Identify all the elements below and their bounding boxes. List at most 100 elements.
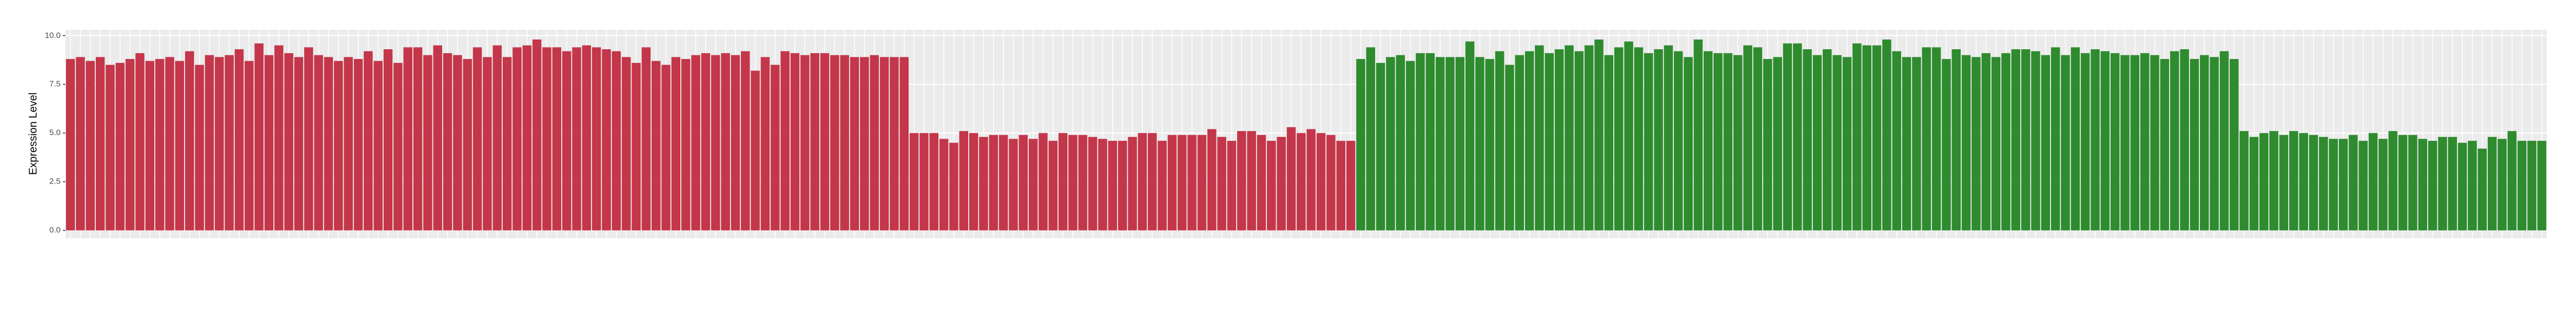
bar — [502, 57, 512, 231]
bar — [2457, 142, 2467, 231]
bar — [810, 53, 819, 231]
bar — [1664, 45, 1673, 231]
bar — [1495, 51, 1504, 231]
bar — [106, 64, 115, 231]
bar — [1614, 47, 1624, 231]
bar — [1594, 39, 1604, 231]
y-tick-label: 2.5 — [49, 177, 61, 186]
bar — [1316, 133, 1326, 231]
bar — [701, 53, 711, 231]
bar — [1128, 136, 1137, 231]
bar — [1416, 53, 1425, 231]
bar — [2031, 51, 2040, 231]
bar — [522, 45, 532, 231]
bar — [2061, 55, 2070, 231]
y-tick-label: 10.0 — [45, 31, 61, 40]
bar — [453, 55, 462, 231]
bar — [383, 49, 393, 231]
bar — [1039, 133, 1048, 231]
bar — [1862, 45, 1871, 231]
bar — [2071, 47, 2080, 231]
bar — [1286, 127, 1296, 231]
bar — [592, 47, 601, 231]
bar — [1733, 55, 1743, 231]
bar — [1147, 133, 1157, 231]
bar — [1961, 55, 1971, 231]
bar — [1832, 55, 1842, 231]
bar — [1684, 57, 1693, 231]
bar — [2428, 141, 2437, 231]
bar — [1912, 57, 1921, 231]
bar — [284, 53, 293, 231]
bar — [760, 57, 770, 231]
bar — [443, 53, 452, 231]
bar — [2537, 141, 2547, 231]
bar — [641, 47, 651, 231]
bar — [1058, 133, 1068, 231]
bar — [1743, 45, 1752, 231]
bar — [780, 51, 790, 231]
bar — [1554, 49, 1564, 231]
bar — [254, 43, 264, 231]
bar — [1485, 58, 1495, 231]
bar — [1217, 136, 1226, 231]
bar — [1872, 45, 1882, 231]
bar — [979, 136, 988, 231]
bar — [1951, 49, 1961, 231]
bar — [125, 58, 135, 231]
bar — [1297, 133, 1306, 231]
bar — [2498, 139, 2507, 231]
bar — [1425, 53, 1435, 231]
bar — [552, 47, 562, 231]
bar — [1753, 47, 1763, 231]
bar — [1465, 41, 1475, 231]
bar — [731, 55, 740, 231]
bar — [542, 47, 551, 231]
bar — [2368, 133, 2378, 231]
bar — [353, 58, 363, 231]
bar — [1108, 141, 1118, 231]
y-tick-label: 5.0 — [49, 128, 61, 138]
bar — [532, 39, 542, 231]
bar — [2011, 49, 2021, 231]
bar — [1584, 45, 1594, 231]
bar — [135, 53, 144, 231]
bar — [165, 57, 174, 231]
bar — [929, 133, 939, 231]
bar — [1931, 47, 1941, 231]
bar — [2319, 136, 2328, 231]
bar — [364, 51, 373, 231]
bar — [185, 51, 194, 231]
bar — [2200, 55, 2209, 231]
bar — [2239, 131, 2249, 231]
bar — [1922, 47, 1931, 231]
bar — [2130, 55, 2140, 231]
bar — [1524, 51, 1534, 231]
bar — [1356, 58, 1365, 231]
bar — [1386, 57, 1395, 231]
bar — [820, 53, 830, 231]
bar — [2160, 58, 2170, 231]
bar — [1187, 135, 1197, 231]
bar — [314, 55, 323, 231]
bar — [998, 135, 1008, 231]
bar — [1644, 53, 1653, 231]
bar — [721, 53, 730, 231]
bar — [334, 61, 343, 231]
bar — [403, 47, 412, 231]
bar — [899, 57, 909, 231]
bar — [2468, 141, 2477, 231]
bar — [1346, 141, 1356, 231]
bar — [2269, 131, 2278, 231]
bar — [2150, 55, 2159, 231]
bar — [2110, 53, 2120, 231]
bar — [969, 133, 978, 231]
bar — [2190, 58, 2199, 231]
bar — [264, 55, 274, 231]
bar — [1972, 57, 1981, 231]
bar — [2279, 135, 2289, 231]
bar — [2289, 131, 2298, 231]
bar — [939, 139, 949, 231]
bar — [1009, 139, 1018, 231]
bar — [751, 70, 760, 231]
